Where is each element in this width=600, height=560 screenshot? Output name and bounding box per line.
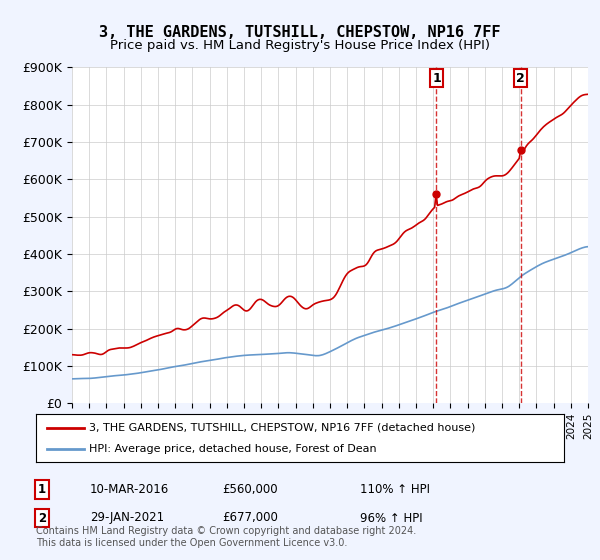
Text: £677,000: £677,000 — [222, 511, 278, 525]
Text: 3, THE GARDENS, TUTSHILL, CHEPSTOW, NP16 7FF: 3, THE GARDENS, TUTSHILL, CHEPSTOW, NP16… — [99, 25, 501, 40]
Text: £560,000: £560,000 — [222, 483, 278, 496]
Text: 1: 1 — [38, 483, 46, 496]
Text: 2: 2 — [38, 511, 46, 525]
Text: Price paid vs. HM Land Registry's House Price Index (HPI): Price paid vs. HM Land Registry's House … — [110, 39, 490, 52]
Text: 96% ↑ HPI: 96% ↑ HPI — [360, 511, 422, 525]
Text: HPI: Average price, detached house, Forest of Dean: HPI: Average price, detached house, Fore… — [89, 444, 376, 454]
Text: 10-MAR-2016: 10-MAR-2016 — [90, 483, 169, 496]
Text: 110% ↑ HPI: 110% ↑ HPI — [360, 483, 430, 496]
Text: 29-JAN-2021: 29-JAN-2021 — [90, 511, 164, 525]
Text: 3, THE GARDENS, TUTSHILL, CHEPSTOW, NP16 7FF (detached house): 3, THE GARDENS, TUTSHILL, CHEPSTOW, NP16… — [89, 423, 475, 433]
Text: 2: 2 — [516, 72, 525, 85]
Text: Contains HM Land Registry data © Crown copyright and database right 2024.
This d: Contains HM Land Registry data © Crown c… — [36, 526, 416, 548]
Text: 1: 1 — [432, 72, 441, 85]
